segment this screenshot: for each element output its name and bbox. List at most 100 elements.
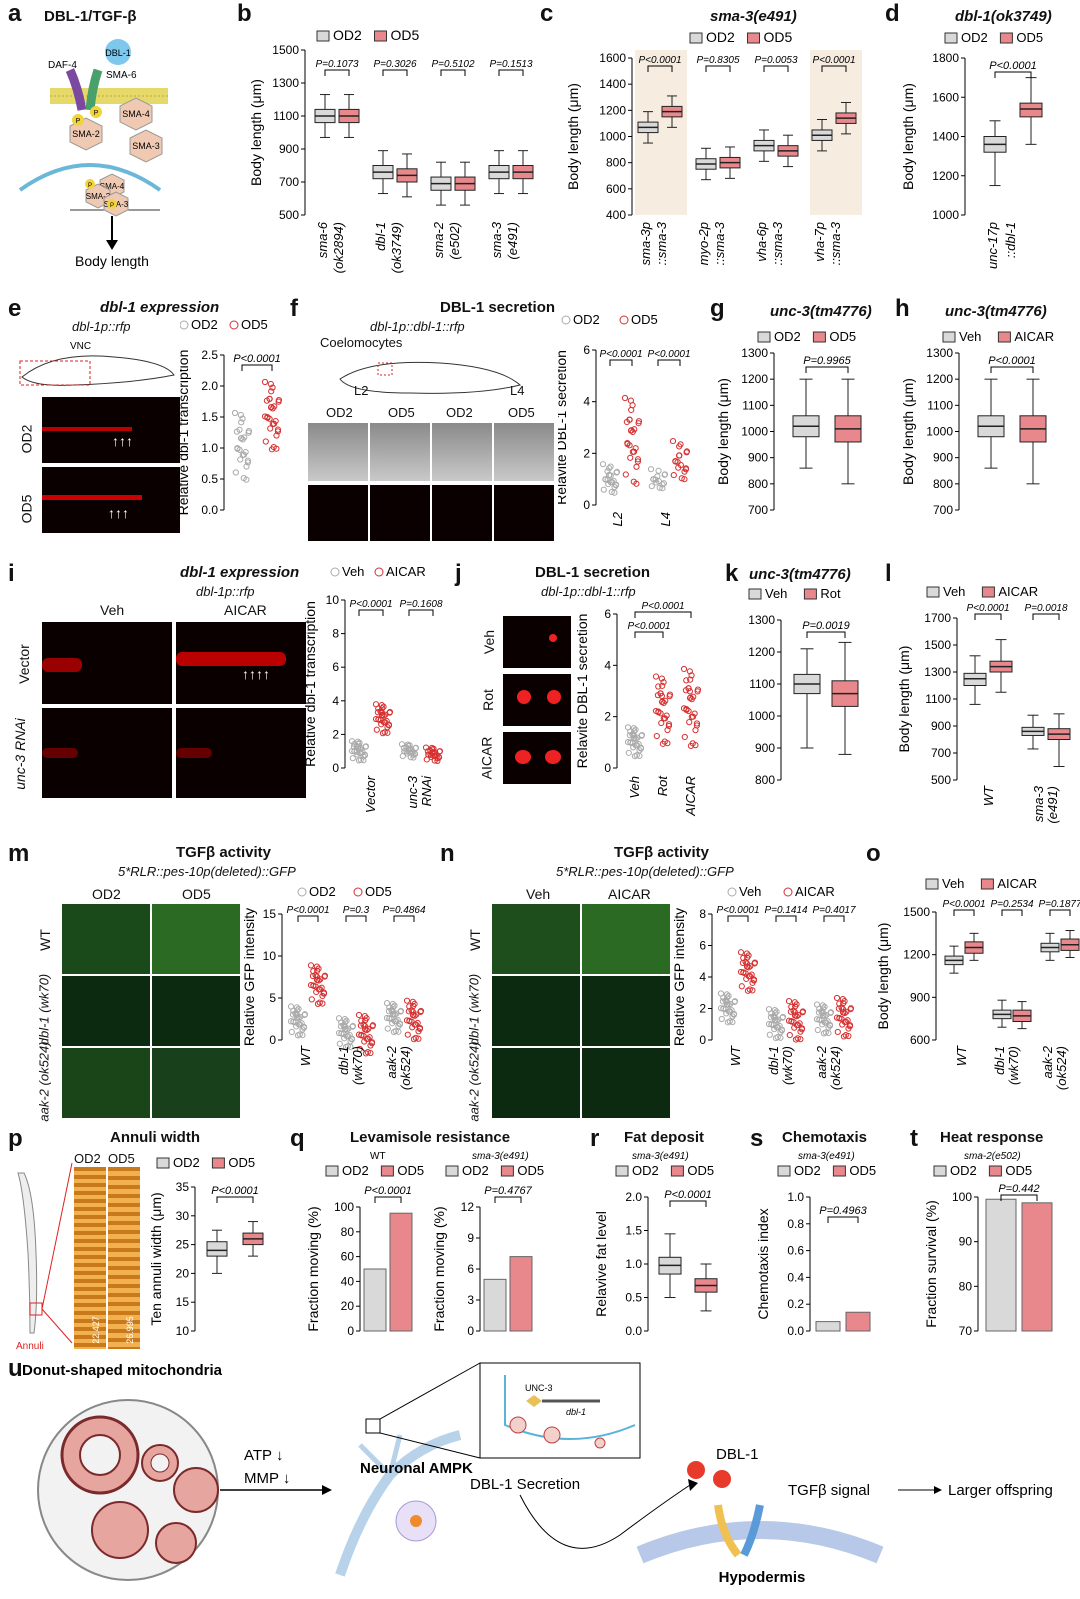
legend-label: Veh	[942, 876, 964, 891]
x-group-label: Veh	[627, 776, 642, 799]
data-point-aicar	[432, 749, 439, 756]
panel-letter: f	[290, 295, 298, 322]
data-point-od5	[621, 394, 629, 402]
data-point-a	[294, 1007, 301, 1014]
data-point-a	[392, 1017, 400, 1025]
y-tick-label: 1000	[932, 208, 959, 222]
data-point-od2	[652, 476, 659, 483]
legend-label: OD2	[191, 317, 218, 332]
y-tick-label: 5	[269, 991, 276, 1005]
y-tick-label: 800	[748, 477, 768, 491]
data-point-b	[749, 987, 756, 994]
x-group-label: (e502)	[447, 222, 462, 260]
row-label: Vector	[15, 644, 32, 684]
data-point-od5	[633, 463, 640, 470]
data-point-rot	[666, 691, 674, 698]
y-tick-label: 1700	[924, 611, 951, 625]
x-group-label: unc-17p	[985, 222, 1000, 269]
data-point-b	[833, 1014, 841, 1021]
p-value: P=0.4864	[382, 905, 426, 916]
data-point-od2	[654, 473, 661, 480]
data-point-a	[296, 1021, 304, 1028]
data-point-od2	[611, 489, 618, 496]
data-point-od5	[266, 395, 273, 403]
data-point-aicar	[379, 730, 387, 737]
panel-letter: p	[8, 1125, 23, 1152]
data-point-rot	[652, 673, 660, 680]
legend-label: OD2	[173, 1155, 200, 1170]
data-point-aicar	[693, 720, 701, 727]
data-point-b	[844, 1017, 851, 1024]
p-bracket	[345, 915, 367, 922]
data-point-b	[404, 1031, 411, 1038]
y-tick-label: 2	[332, 727, 339, 741]
panel-subtitle: 5*RLR::pes-10p(deleted)::GFP	[118, 864, 296, 879]
legend-label: OD2	[333, 27, 362, 43]
row-label: OD5	[18, 494, 35, 524]
data-point-od2	[232, 469, 239, 476]
legend-label: Veh	[765, 586, 787, 601]
data-point-b	[836, 1000, 843, 1007]
x-group-label: (e491)	[1045, 786, 1060, 824]
bar-od5	[389, 1212, 413, 1332]
chart-q: WT sma-3(e491)OD2 OD5 OD2 OD5100806040200Fra…	[305, 1151, 544, 1338]
legend-swatch	[925, 878, 939, 890]
y-tick-label: 1100	[273, 109, 299, 123]
panel-l: l Veh AICAR 1700 1500 1300 1100 900 700 500 Body …	[885, 560, 1080, 840]
chart-h: Veh AICAR 1300 1200 1100 1000 900 800 700 Body le…	[900, 329, 1054, 517]
data-point-a	[772, 1010, 779, 1017]
legend-swatch	[942, 331, 956, 343]
p-bracket	[1032, 613, 1060, 620]
data-point-aicar	[694, 686, 702, 693]
data-point-od2	[243, 476, 250, 483]
data-point-b	[847, 1005, 855, 1012]
y-tick-label: 1500	[272, 43, 299, 57]
panel-letter: g	[710, 295, 725, 322]
data-point-a	[390, 1028, 398, 1036]
y-axis-label: Body length (μm)	[715, 378, 731, 485]
legend-swatch	[980, 878, 994, 890]
x-group-label: RNAi	[419, 775, 434, 806]
data-point-b	[362, 1050, 370, 1057]
y-tick-label: 1100	[742, 398, 768, 412]
data-point-b	[834, 1028, 841, 1036]
svg-text:MMP ↓: MMP ↓	[244, 1470, 290, 1487]
panel-m: m TGFβ activity 5*RLR::pes-10p(deleted):…	[0, 840, 440, 1122]
panel-subtitle: dbl-1p::dbl-1::rfp	[541, 584, 636, 599]
svg-text:VNC: VNC	[70, 341, 91, 352]
data-point-od5	[626, 416, 633, 423]
p-value: P<0.0001	[364, 1185, 411, 1197]
y-tick-label: 6	[467, 1262, 474, 1276]
data-point-a	[825, 1029, 832, 1037]
p-bracket	[806, 631, 846, 638]
legend-swatch	[748, 588, 762, 600]
p-value: P<0.0001	[286, 905, 329, 916]
data-point-od2	[243, 463, 250, 470]
data-point-rot	[662, 697, 669, 704]
data-point-b	[797, 1036, 804, 1043]
p-bracket	[669, 1200, 707, 1207]
data-point-rot	[653, 732, 660, 740]
data-point-b	[409, 998, 416, 1005]
panel-letter: n	[440, 840, 455, 867]
x-group-label: dbl-1	[992, 1046, 1007, 1075]
data-point-a	[338, 1019, 345, 1026]
data-point-b	[319, 1000, 326, 1007]
data-point-b	[321, 972, 329, 979]
sub-label: sma-3(e491)	[798, 1151, 855, 1162]
data-point-b	[785, 1017, 793, 1024]
row-label: unc-3 RNAi	[11, 718, 28, 790]
y-tick-label: 1300	[741, 346, 768, 360]
y-tick-label: 1100	[925, 692, 951, 706]
panel-letter: b	[237, 0, 252, 27]
panel-h: h unc-3(tm4776) Veh AICAR 1300 1200 1100 1000…	[895, 295, 1080, 555]
p-bracket	[1001, 909, 1023, 916]
data-point-od2	[234, 445, 241, 452]
y-tick-label: 1500	[903, 905, 930, 919]
legend-swatch	[316, 30, 330, 42]
x-group-label: ::sma-3	[828, 221, 843, 265]
row-label: OD2	[18, 424, 35, 454]
legend-swatch	[832, 1165, 846, 1177]
y-tick-label: 800	[933, 477, 953, 491]
panel-q: q Levamisole resistance WT sma-3(e491) OD2…	[290, 1125, 590, 1355]
